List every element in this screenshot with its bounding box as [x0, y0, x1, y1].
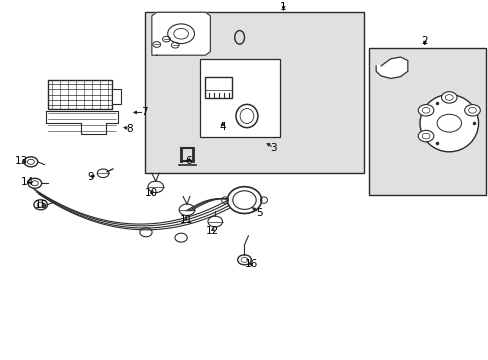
Text: 8: 8: [126, 123, 133, 134]
Bar: [144, 12, 363, 173]
Circle shape: [464, 104, 479, 116]
Text: 10: 10: [145, 188, 158, 198]
Text: 15: 15: [35, 200, 48, 210]
Text: 5: 5: [255, 208, 262, 218]
Polygon shape: [152, 12, 210, 55]
Polygon shape: [375, 57, 407, 78]
Text: 14: 14: [21, 177, 34, 187]
Text: 16: 16: [244, 260, 258, 270]
Bar: [368, 48, 485, 195]
Text: 11: 11: [179, 215, 192, 225]
Bar: [199, 59, 280, 138]
Bar: [112, 89, 121, 104]
Text: 1: 1: [280, 2, 286, 12]
Text: 4: 4: [219, 122, 225, 132]
Circle shape: [441, 92, 456, 103]
Text: 3: 3: [270, 143, 277, 153]
Ellipse shape: [227, 187, 261, 213]
Text: 2: 2: [421, 36, 427, 46]
Polygon shape: [45, 111, 118, 134]
Text: 9: 9: [87, 172, 94, 182]
Text: 13: 13: [15, 156, 28, 166]
Text: 12: 12: [206, 225, 219, 235]
Text: 7: 7: [141, 107, 147, 117]
Circle shape: [417, 130, 433, 142]
Ellipse shape: [419, 95, 478, 152]
Circle shape: [417, 104, 433, 116]
Text: 6: 6: [185, 156, 191, 166]
Bar: [205, 77, 232, 98]
Bar: [48, 80, 112, 109]
